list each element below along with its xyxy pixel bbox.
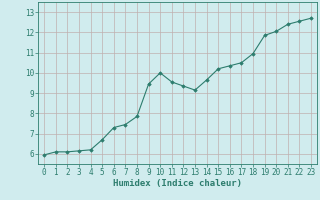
- X-axis label: Humidex (Indice chaleur): Humidex (Indice chaleur): [113, 179, 242, 188]
